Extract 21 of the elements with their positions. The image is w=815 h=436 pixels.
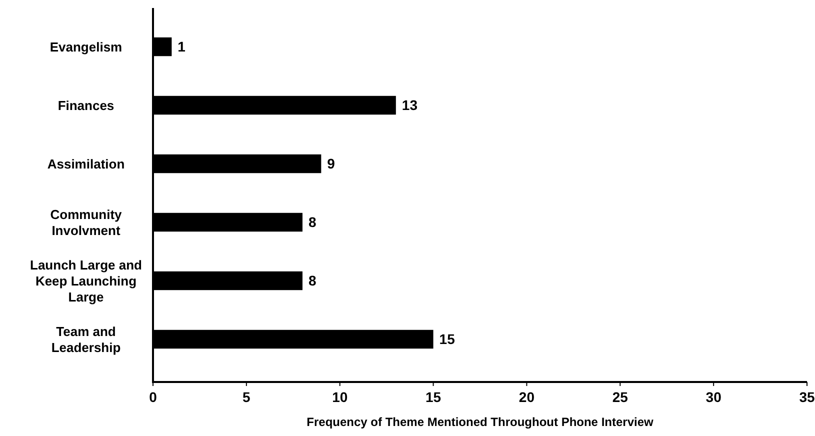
x-tick-label: 35 (799, 389, 815, 405)
x-tick-label: 5 (242, 389, 251, 405)
x-tick-label: 0 (149, 389, 158, 405)
y-tick-label: Finances (58, 98, 114, 113)
y-tick-label: Community Involvment (50, 206, 123, 238)
x-tick-label: 10 (332, 389, 348, 405)
data-label: 8 (308, 214, 316, 230)
x-axis-title: Frequency of Theme Mentioned Throughout Phone Interview (306, 415, 654, 429)
y-tick-label: Team and Leadership (51, 324, 121, 355)
x-tick-label: 30 (706, 389, 722, 405)
x-tick-label: 15 (425, 389, 442, 405)
y-tick-label: Evangelism (50, 39, 122, 54)
x-tick-label: 20 (518, 389, 535, 405)
data-label: 13 (402, 97, 418, 114)
data-label: 8 (308, 272, 316, 289)
data-label: 15 (439, 331, 456, 348)
data-label: 1 (178, 38, 186, 55)
y-tick-label: Launch Large and Keep Launching Large (30, 257, 142, 304)
data-label: 9 (327, 156, 336, 172)
y-tick-label: Assimilation (47, 156, 125, 172)
x-tick-label: 25 (612, 389, 628, 405)
